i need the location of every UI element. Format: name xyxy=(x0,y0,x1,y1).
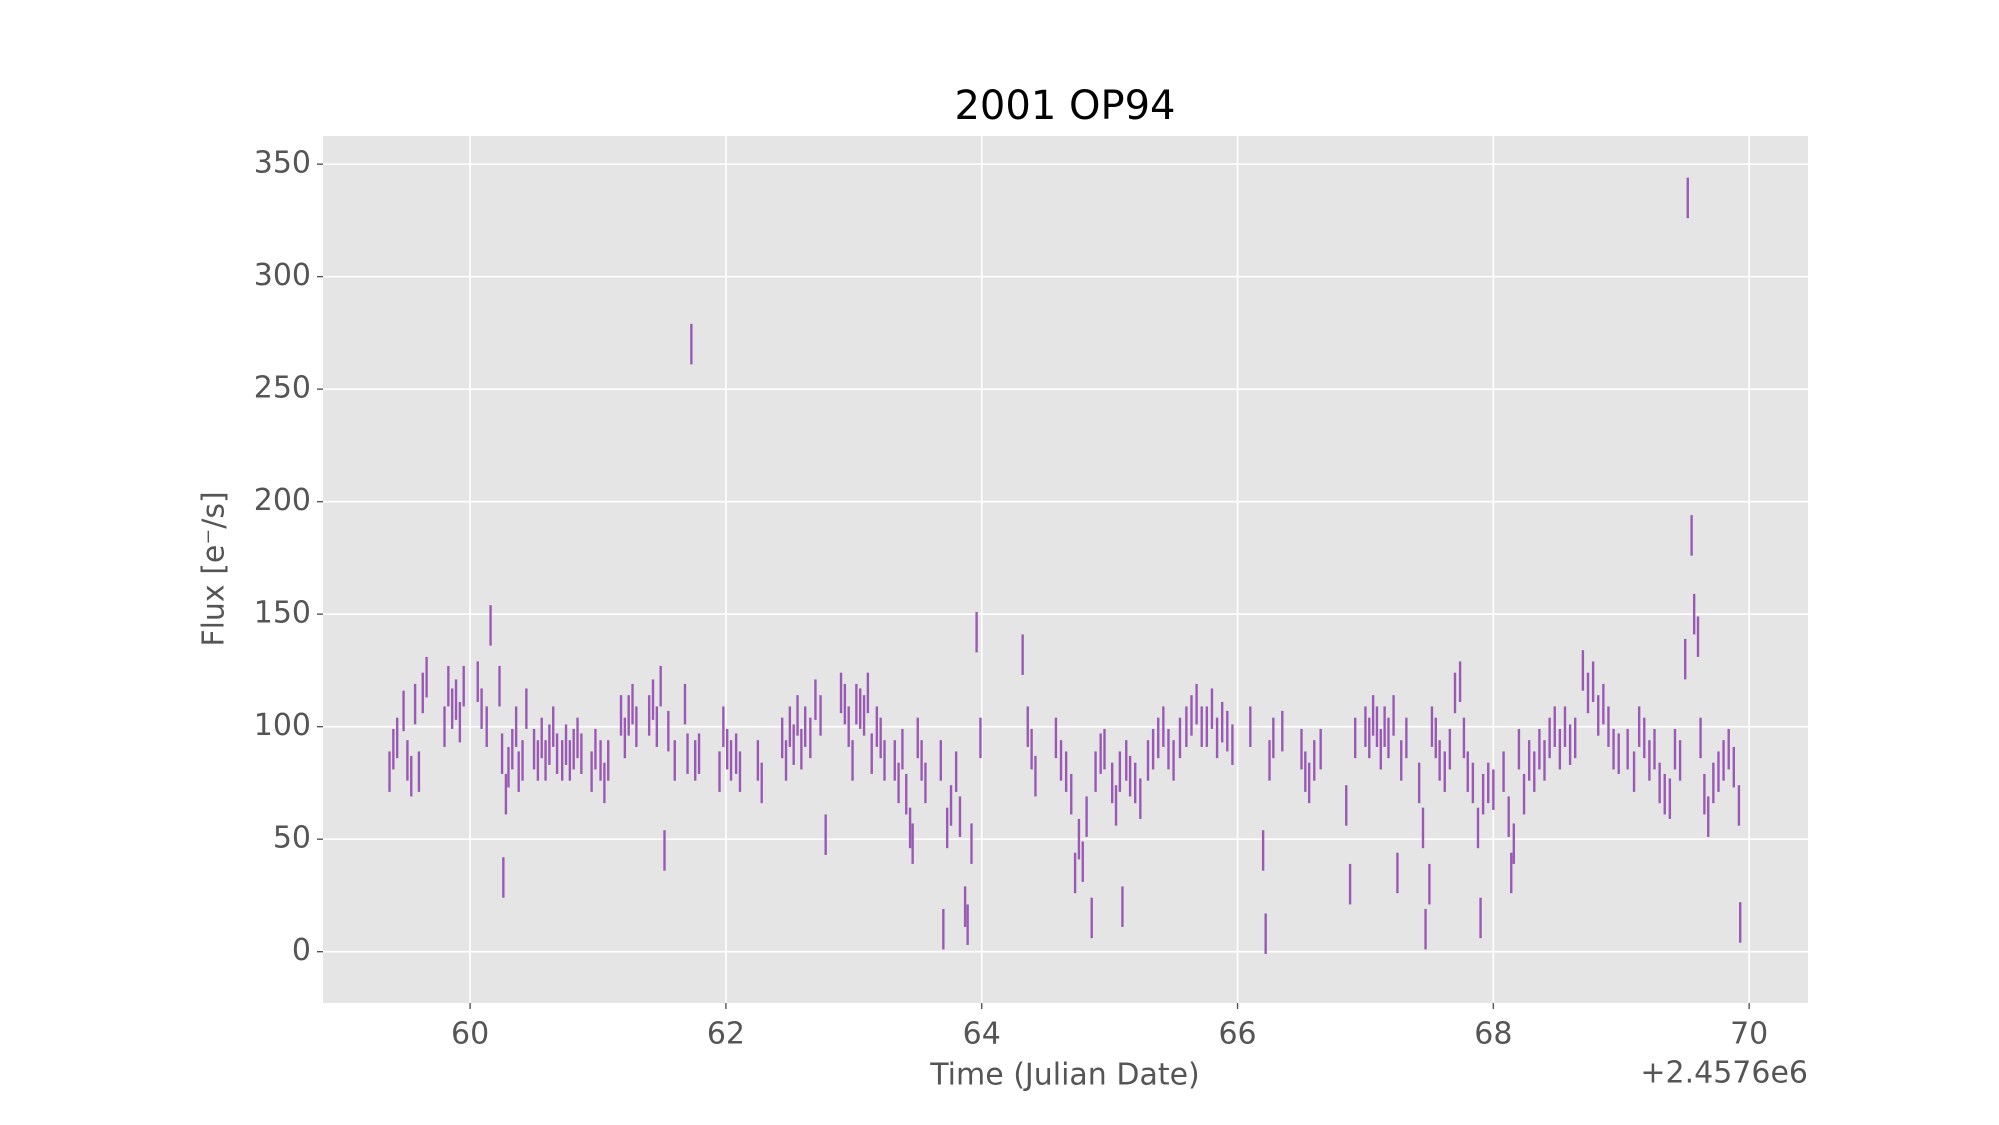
y-tick-label: 50 xyxy=(273,821,311,856)
x-offset-label: +2.4576e6 xyxy=(1640,1056,1808,1091)
chart-title: 2001 OP94 xyxy=(954,83,1175,129)
y-tick-label: 100 xyxy=(254,708,311,743)
y-tick-label: 200 xyxy=(254,483,311,518)
x-tick-label: 66 xyxy=(1218,1017,1256,1052)
y-tick-label: 0 xyxy=(292,933,311,968)
y-tick-label: 250 xyxy=(254,371,311,406)
plot-area xyxy=(323,136,1808,1003)
x-tick-label: 68 xyxy=(1474,1017,1512,1052)
x-tick-label: 64 xyxy=(963,1017,1001,1052)
x-axis-label: Time (Julian Date) xyxy=(929,1058,1200,1093)
y-axis-label: Flux [e⁻/s] xyxy=(197,491,232,646)
marks xyxy=(388,177,1742,954)
y-tick-label: 150 xyxy=(254,596,311,631)
x-tick-label: 70 xyxy=(1730,1017,1768,1052)
x-tick-label: 60 xyxy=(451,1017,489,1052)
x-tick-label: 62 xyxy=(707,1017,745,1052)
grid xyxy=(323,136,1808,1003)
y-tick-label: 350 xyxy=(254,146,311,181)
y-tick-label: 300 xyxy=(254,258,311,293)
